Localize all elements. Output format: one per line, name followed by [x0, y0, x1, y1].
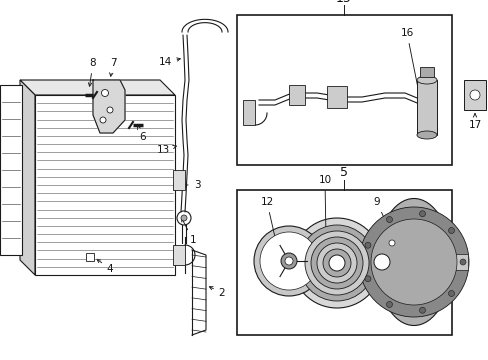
Text: 2: 2 — [209, 287, 225, 298]
Circle shape — [323, 249, 350, 277]
Text: 1: 1 — [182, 219, 196, 245]
Bar — [237, 190, 451, 335]
Text: 4: 4 — [97, 259, 113, 274]
Bar — [416, 80, 436, 135]
Ellipse shape — [376, 198, 450, 325]
Circle shape — [260, 232, 317, 290]
Text: 10: 10 — [318, 175, 331, 294]
Circle shape — [384, 236, 398, 250]
Circle shape — [388, 240, 394, 246]
Circle shape — [419, 307, 425, 313]
Text: 8: 8 — [88, 58, 96, 86]
Circle shape — [469, 90, 479, 100]
Circle shape — [459, 259, 465, 265]
Text: 15: 15 — [335, 0, 351, 4]
Bar — [173, 245, 184, 265]
Circle shape — [419, 211, 425, 217]
Text: 6: 6 — [137, 126, 146, 142]
Ellipse shape — [416, 131, 436, 139]
Circle shape — [386, 217, 392, 222]
Bar — [326, 86, 346, 108]
Circle shape — [447, 228, 454, 234]
Text: 9: 9 — [373, 197, 390, 233]
Text: 17: 17 — [468, 114, 481, 130]
Bar — [237, 15, 451, 165]
Bar — [419, 67, 433, 77]
Circle shape — [310, 237, 362, 289]
Circle shape — [107, 107, 113, 113]
Text: 16: 16 — [400, 28, 421, 104]
Circle shape — [364, 242, 370, 248]
Circle shape — [181, 215, 186, 221]
Circle shape — [386, 301, 392, 307]
Circle shape — [364, 276, 370, 282]
Circle shape — [358, 207, 468, 317]
Circle shape — [298, 225, 374, 301]
Polygon shape — [20, 80, 175, 95]
Text: 5: 5 — [339, 166, 347, 180]
Circle shape — [102, 90, 108, 96]
Polygon shape — [20, 80, 35, 275]
Circle shape — [316, 243, 356, 283]
Circle shape — [373, 254, 389, 270]
Circle shape — [100, 117, 106, 123]
Circle shape — [447, 291, 454, 297]
Bar — [35, 95, 175, 275]
Text: 13: 13 — [156, 145, 176, 155]
Bar — [0, 85, 22, 255]
Circle shape — [370, 219, 456, 305]
Bar — [453, 254, 467, 270]
Circle shape — [253, 226, 324, 296]
Text: 11: 11 — [0, 359, 1, 360]
Bar — [173, 170, 184, 190]
Circle shape — [291, 218, 381, 308]
Ellipse shape — [416, 76, 436, 84]
Circle shape — [305, 231, 368, 295]
Bar — [288, 85, 305, 105]
Polygon shape — [93, 80, 125, 133]
Bar — [86, 253, 94, 261]
Text: 14: 14 — [158, 57, 180, 67]
Circle shape — [281, 253, 296, 269]
Bar — [243, 100, 254, 125]
Text: 3: 3 — [182, 180, 200, 190]
Circle shape — [285, 257, 292, 265]
Circle shape — [328, 255, 345, 271]
Bar — [463, 80, 485, 110]
Text: 12: 12 — [260, 197, 277, 242]
Text: 7: 7 — [109, 58, 116, 76]
